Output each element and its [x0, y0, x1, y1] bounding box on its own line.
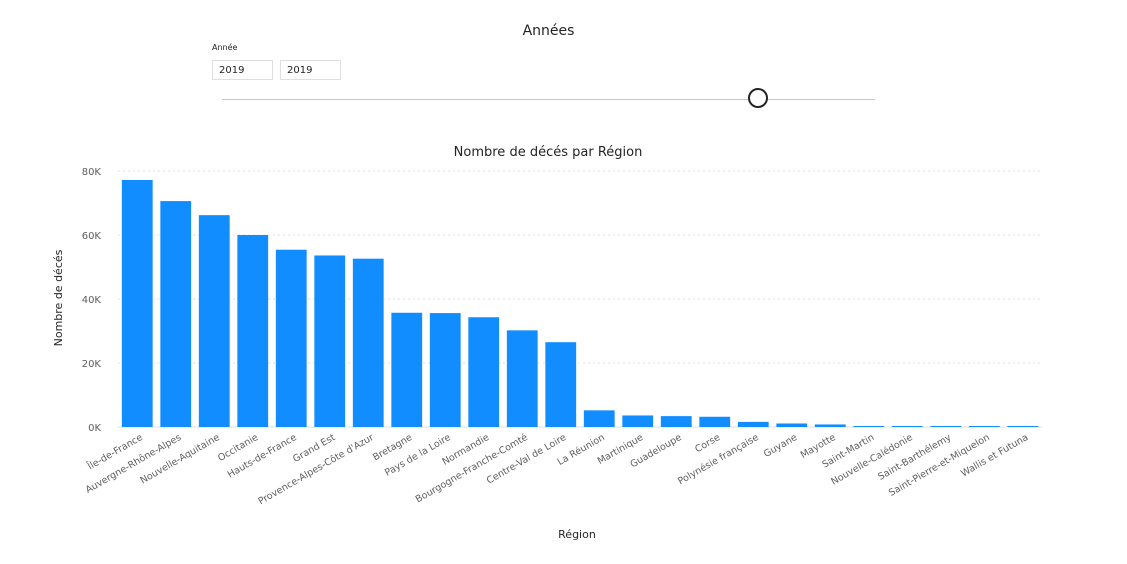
bar[interactable] — [121, 179, 153, 427]
bar[interactable] — [160, 201, 192, 427]
bars — [121, 179, 1039, 427]
bar[interactable] — [352, 258, 384, 427]
y-tick-label: 40K — [82, 295, 102, 306]
bar[interactable] — [237, 235, 269, 427]
year-start-input[interactable]: 2019 — [212, 60, 273, 80]
year-slicer-title: Années — [522, 23, 575, 39]
bar[interactable] — [391, 312, 423, 427]
x-axis-ticks: Île-de-FranceAuvergne-Rhône-AlpesNouvell… — [84, 431, 1030, 507]
y-axis-ticks: 0K 20K 40K 60K 80K — [82, 167, 102, 434]
bar[interactable] — [583, 410, 615, 427]
y-tick-label: 0K — [88, 423, 101, 434]
bar[interactable] — [853, 426, 885, 427]
y-axis-title: Nombre de décés — [52, 249, 65, 346]
x-tick-label: Hauts-de-France — [226, 432, 299, 481]
x-tick-label: Guyane — [762, 432, 799, 460]
bar[interactable] — [429, 313, 461, 427]
bar[interactable] — [545, 342, 577, 427]
bar[interactable] — [198, 215, 230, 427]
x-tick-label: Corse — [693, 432, 722, 455]
bar[interactable] — [776, 423, 808, 427]
bar[interactable] — [1007, 426, 1039, 427]
chart-title: Nombre de décés par Région — [454, 145, 643, 160]
y-tick-label: 20K — [82, 359, 102, 370]
gridlines — [118, 170, 1042, 428]
year-slider-track[interactable] — [222, 99, 875, 100]
bar[interactable] — [506, 330, 538, 427]
bar[interactable] — [275, 249, 307, 427]
bar[interactable] — [930, 426, 962, 427]
x-tick-label: Wallis et Futuna — [959, 432, 1030, 479]
year-slider-handle[interactable] — [748, 88, 768, 108]
bar[interactable] — [968, 426, 1000, 427]
bar[interactable] — [814, 424, 846, 427]
bar[interactable] — [622, 415, 654, 427]
bar[interactable] — [699, 416, 731, 427]
bar[interactable] — [314, 255, 346, 427]
year-end-input[interactable]: 2019 — [280, 60, 341, 80]
x-tick-label: Pays de la Loire — [383, 432, 453, 479]
bar[interactable] — [660, 416, 692, 427]
year-slicer-label: Année — [212, 43, 238, 52]
x-axis-title: Région — [558, 528, 596, 541]
y-tick-label: 60K — [82, 231, 102, 242]
bar[interactable] — [737, 421, 769, 427]
bar[interactable] — [468, 317, 500, 427]
y-tick-label: 80K — [82, 167, 102, 178]
bar[interactable] — [891, 426, 923, 427]
